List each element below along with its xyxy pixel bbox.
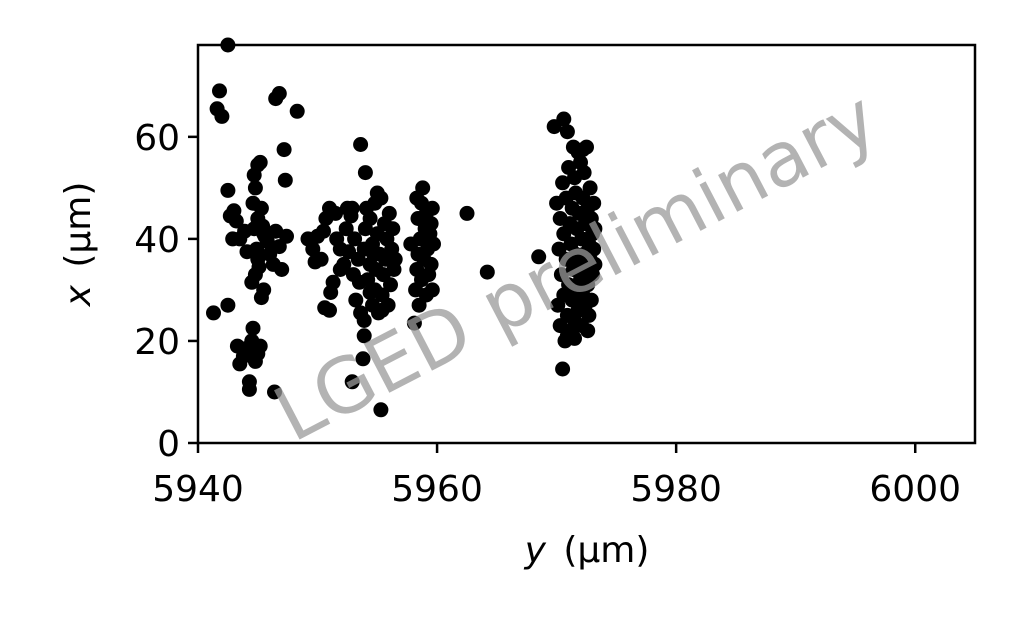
data-point [255, 218, 271, 234]
data-points [206, 37, 603, 418]
x-axis-ticks: 5940 5960 5980 6000 [152, 443, 961, 510]
data-point [347, 231, 363, 247]
data-point [424, 200, 440, 216]
data-point [385, 221, 401, 237]
data-point [325, 274, 341, 290]
data-point [341, 244, 357, 260]
data-point [423, 216, 439, 232]
data-point [586, 195, 602, 211]
data-point [274, 262, 290, 277]
data-point [353, 137, 369, 152]
data-point [220, 297, 236, 313]
data-point [271, 86, 287, 101]
data-point [587, 221, 603, 237]
x-axis-label: y (µm) [524, 530, 650, 571]
x-axis-label-unit: (µm) [563, 530, 649, 571]
y-tick-label: 60 [134, 118, 180, 159]
data-point [237, 223, 253, 239]
data-point [369, 185, 385, 201]
data-point [253, 200, 269, 216]
data-point [276, 142, 292, 158]
data-point [576, 165, 592, 181]
data-point [580, 323, 596, 339]
data-point [241, 381, 257, 397]
y-axis-label-var: x [58, 284, 99, 307]
data-point [305, 241, 321, 257]
data-point [373, 402, 389, 418]
data-point [212, 83, 227, 99]
data-point [251, 259, 267, 275]
data-point [583, 292, 599, 308]
data-point [328, 205, 343, 221]
y-tick-label: 40 [134, 220, 180, 261]
data-point [252, 338, 268, 354]
y-tick-label: 20 [134, 322, 180, 363]
x-tick-label: 5980 [630, 469, 722, 510]
data-point [316, 223, 331, 239]
data-point [247, 180, 263, 196]
plot-frame [196, 43, 977, 445]
data-point [567, 330, 582, 346]
x-axis-label-var: y [524, 530, 547, 571]
data-point [424, 282, 440, 298]
x-tick-label: 6000 [869, 469, 961, 510]
data-point [409, 190, 425, 206]
data-point [555, 361, 571, 377]
x-tick-label: 5940 [152, 469, 244, 510]
data-point [356, 328, 372, 344]
data-point [581, 307, 597, 323]
data-point [357, 165, 373, 181]
data-point [313, 251, 329, 267]
data-point [531, 249, 547, 265]
data-point [406, 315, 422, 331]
data-point [228, 213, 244, 229]
data-point [383, 277, 398, 293]
x-tick-label: 5960 [391, 469, 483, 510]
data-point [582, 180, 598, 196]
data-point [289, 103, 305, 119]
data-point [366, 246, 382, 262]
data-point [348, 292, 364, 308]
data-point [362, 211, 378, 226]
data-point [426, 236, 441, 252]
data-point [459, 205, 475, 221]
data-point [214, 108, 230, 124]
data-point [343, 208, 359, 224]
data-point [322, 302, 337, 318]
y-axis-ticks: 0 20 40 60 [134, 118, 198, 465]
data-point [559, 124, 575, 140]
data-point [556, 111, 572, 127]
data-point [252, 154, 268, 170]
data-point [423, 256, 439, 272]
data-point [253, 290, 269, 306]
data-point [355, 351, 371, 367]
data-point [338, 221, 354, 237]
data-point [245, 320, 261, 336]
data-point [586, 241, 602, 257]
data-point [332, 262, 348, 277]
data-point [575, 142, 591, 158]
data-point [356, 313, 372, 328]
y-axis-label: x (µm) [58, 182, 99, 308]
y-tick-label: 0 [157, 424, 180, 465]
data-point [374, 302, 390, 318]
data-point [587, 256, 603, 272]
data-point [206, 305, 221, 321]
data-point [220, 182, 236, 198]
y-axis-label-unit: (µm) [58, 182, 99, 268]
data-point [267, 384, 282, 400]
data-point [277, 172, 293, 188]
data-point [479, 264, 495, 280]
data-point [555, 175, 571, 191]
data-point [279, 228, 294, 244]
data-point [387, 251, 403, 267]
data-point [381, 205, 397, 221]
data-point [249, 241, 265, 257]
data-point [344, 374, 360, 390]
